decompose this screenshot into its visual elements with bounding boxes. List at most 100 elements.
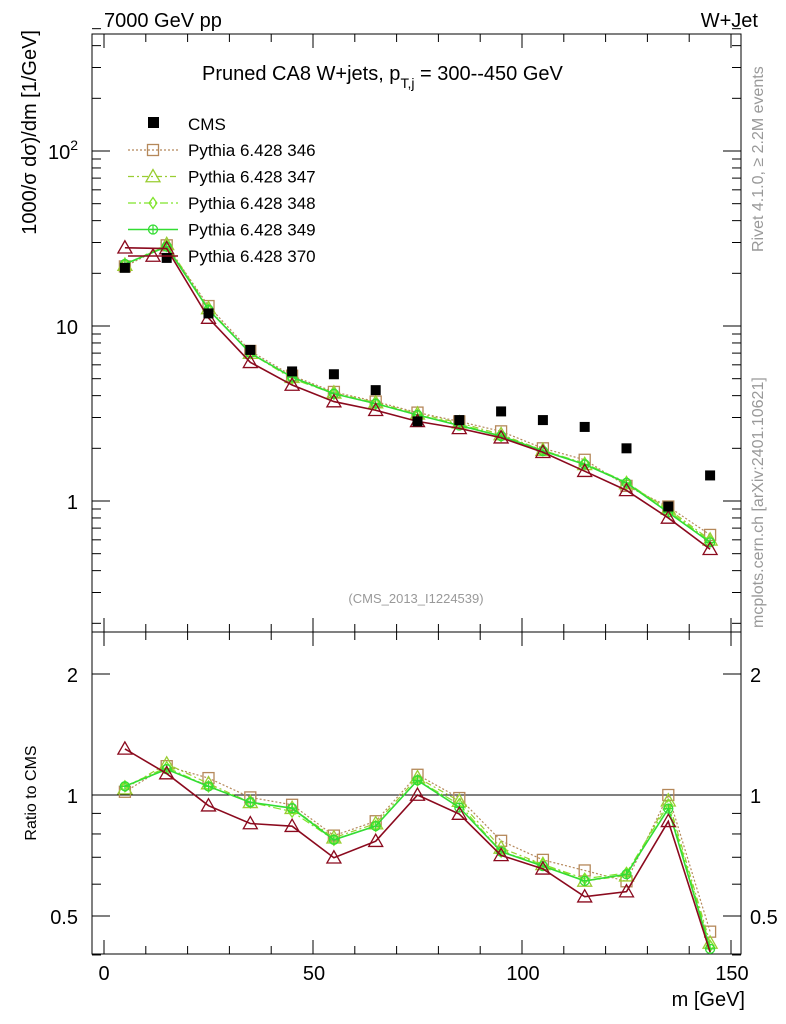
ratio-point-pythia-6-428-349 bbox=[328, 834, 340, 845]
axis-ticks bbox=[92, 28, 741, 956]
series-point-pythia-6-428-370 bbox=[534, 443, 552, 459]
cms-data-point bbox=[161, 252, 172, 263]
ratio-point-pythia-6-428-370 bbox=[242, 815, 259, 830]
legend: CMS Pythia 6.428 346 Pythia 6.428 347 Pyth… bbox=[128, 115, 316, 266]
y-tick-label-100: 102 bbox=[48, 137, 78, 164]
ratio-point-pythia-6-428-370 bbox=[618, 883, 635, 898]
cms-data-point bbox=[412, 416, 423, 427]
legend-label-pythia-6-428-347: Pythia 6.428 347 bbox=[188, 168, 316, 187]
x-tick-label-150: 150 bbox=[715, 963, 748, 985]
ratio-plot-frame bbox=[91, 631, 742, 955]
ratio-point-pythia-6-428-370 bbox=[409, 786, 426, 801]
series-point-pythia-6-428-370 bbox=[451, 420, 468, 435]
cms-data-point bbox=[579, 421, 590, 432]
legend-label-pythia-6-428-370: Pythia 6.428 370 bbox=[188, 247, 316, 266]
legend-marker-pythia-6-428-349 bbox=[147, 224, 159, 235]
ratio-tick-label-0.5: 0.5 bbox=[50, 907, 78, 929]
ratio-tick-label-1: 1 bbox=[67, 786, 78, 808]
y-tick-label-1: 1 bbox=[67, 492, 78, 514]
ratio-point-pythia-6-428-349 bbox=[621, 869, 632, 880]
x-tick-label-50: 50 bbox=[303, 963, 325, 985]
legend-label-pythia-6-428-346: Pythia 6.428 346 bbox=[188, 141, 316, 160]
mcplots-credit-text: mcplots.cern.ch [arXiv:2401.10621] bbox=[750, 377, 767, 628]
ratio-point-pythia-6-428-370 bbox=[325, 849, 343, 864]
series-point-pythia-6-428-370 bbox=[242, 354, 259, 369]
ratio-point-pythia-6-428-349 bbox=[119, 781, 131, 792]
legend-marker-cms bbox=[148, 117, 159, 128]
ratio-tick-label-2: 2 bbox=[67, 665, 78, 687]
series-point-pythia-6-428-370 bbox=[325, 393, 343, 408]
ratio-line-pythia-6-428-370 bbox=[124, 748, 711, 953]
cms-data-point bbox=[663, 501, 674, 512]
series-point-pythia-6-428-370 bbox=[367, 401, 384, 417]
ratio-line-pythia-6-428-347 bbox=[124, 763, 711, 944]
ratio-point-pythia-6-428-349 bbox=[245, 797, 256, 808]
ratio-point-pythia-6-428-370 bbox=[492, 847, 510, 862]
legend-marker-pythia-6-428-348 bbox=[148, 196, 158, 210]
series-point-pythia-6-428-370 bbox=[576, 462, 593, 478]
series-point-pythia-6-428-370 bbox=[660, 509, 677, 524]
cms-data-point bbox=[203, 308, 214, 319]
ratio-line-pythia-6-428-348 bbox=[124, 766, 711, 947]
rivet-version-text: Rivet 4.1.0, ≥ 2.2M events bbox=[750, 66, 767, 252]
legend-label-pythia-6-428-348: Pythia 6.428 348 bbox=[188, 194, 316, 213]
ratio-tick-label-right-1: 1 bbox=[750, 786, 761, 808]
series-point-pythia-6-428-370 bbox=[701, 540, 719, 556]
ratio-point-pythia-6-428-349 bbox=[370, 820, 381, 832]
x-tick-label-0: 0 bbox=[98, 963, 109, 985]
legend-marker-pythia-6-428-347 bbox=[144, 168, 162, 183]
legend-marker-pythia-6-428-370 bbox=[144, 247, 162, 262]
header-right: W+Jet bbox=[701, 10, 759, 32]
legend-marker-pythia-6-428-346 bbox=[146, 143, 160, 157]
ratio-point-pythia-6-428-370 bbox=[158, 765, 175, 780]
ratio-point-pythia-6-428-370 bbox=[451, 805, 468, 820]
ratio-tick-label-right-0.5: 0.5 bbox=[750, 907, 778, 929]
cms-data-point bbox=[454, 415, 465, 426]
series-line-pythia-6-428-370 bbox=[124, 246, 711, 550]
x-tick-label-100: 100 bbox=[506, 963, 539, 985]
legend-label-cms: CMS bbox=[188, 115, 226, 134]
x-axis-label: m [GeV] bbox=[672, 989, 745, 1011]
ratio-point-pythia-6-428-370 bbox=[576, 888, 593, 903]
chart-title: Pruned CA8 W+jets, pT,j = 300--450 GeV bbox=[202, 63, 564, 91]
ratio-point-pythia-6-428-348 bbox=[412, 773, 423, 787]
series-line-pythia-6-428-349 bbox=[124, 245, 711, 544]
series-point-pythia-6-428-370 bbox=[492, 429, 510, 444]
cms-data-point bbox=[496, 406, 507, 417]
ratio-tick-label-right-2: 2 bbox=[750, 665, 761, 687]
legend-label-pythia-6-428-349: Pythia 6.428 349 bbox=[188, 221, 316, 240]
cms-data-point bbox=[621, 443, 632, 454]
series-point-pythia-6-428-348 bbox=[371, 397, 381, 411]
y-axis-label: 1000/σ dσ)/dm [1/GeV] bbox=[19, 30, 41, 235]
cms-data-point bbox=[287, 366, 298, 377]
cms-data-layer bbox=[119, 252, 716, 512]
ratio-point-pythia-6-428-349 bbox=[286, 803, 298, 814]
ratio-point-pythia-6-428-370 bbox=[200, 797, 217, 812]
y-tick-label-10: 10 bbox=[56, 317, 78, 339]
ratio-line-pythia-6-428-346 bbox=[124, 765, 711, 932]
ratio-point-pythia-6-428-349 bbox=[203, 781, 214, 792]
main-series-layer bbox=[116, 235, 719, 556]
ratio-point-pythia-6-428-349 bbox=[412, 775, 423, 786]
ratio-point-pythia-6-428-370 bbox=[116, 740, 134, 755]
analysis-id: (CMS_2013_I1224539) bbox=[348, 591, 483, 606]
ratio-point-pythia-6-428-370 bbox=[367, 832, 384, 848]
ratio-point-pythia-6-428-349 bbox=[579, 875, 590, 887]
series-line-pythia-6-428-348 bbox=[124, 245, 711, 542]
ratio-point-pythia-6-428-349 bbox=[663, 803, 674, 814]
series-point-pythia-6-428-370 bbox=[116, 239, 134, 254]
cms-data-point bbox=[245, 344, 256, 355]
ratio-axis-label: Ratio to CMS bbox=[23, 745, 40, 840]
series-point-pythia-6-428-370 bbox=[283, 376, 301, 391]
ratio-point-pythia-6-428-370 bbox=[534, 860, 552, 875]
series-point-pythia-6-428-370 bbox=[618, 482, 635, 497]
cms-data-point bbox=[370, 385, 381, 396]
cms-data-point bbox=[119, 262, 130, 273]
ratio-point-pythia-6-428-370 bbox=[283, 817, 301, 833]
cms-data-point bbox=[705, 470, 716, 481]
cms-data-point bbox=[537, 415, 548, 426]
cms-data-point bbox=[328, 369, 339, 380]
ratio-point-pythia-6-428-370 bbox=[660, 812, 677, 828]
header-left: 7000 GeV pp bbox=[104, 10, 222, 32]
